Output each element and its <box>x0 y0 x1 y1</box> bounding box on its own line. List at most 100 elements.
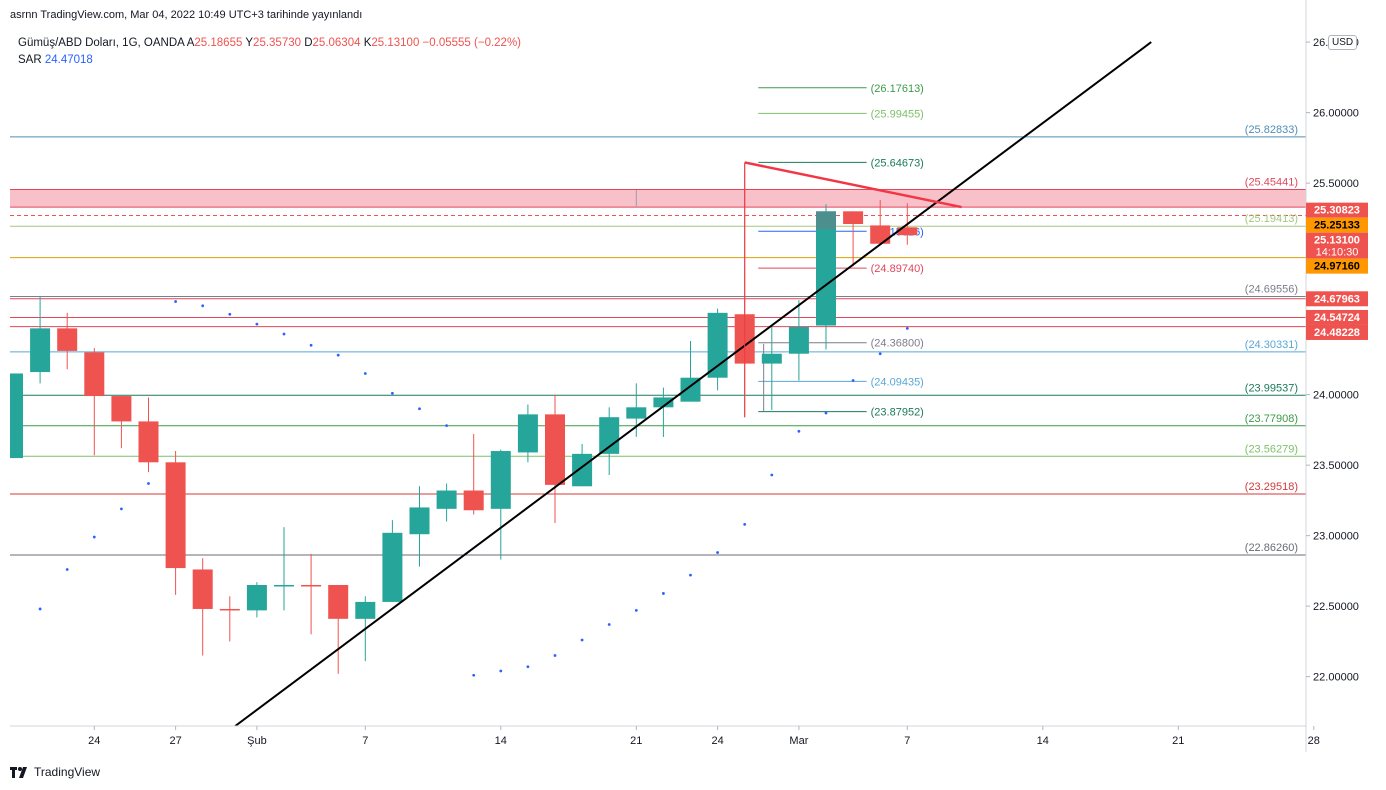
sar-dot <box>743 522 747 526</box>
support-trendline <box>234 41 1152 726</box>
candle-up <box>653 397 674 408</box>
low-value: 25.06304 <box>312 37 361 49</box>
sar-dot <box>174 300 178 303</box>
projection-level-label: (25.99455) <box>871 108 924 120</box>
price-axis-countdown: 14:10:30 <box>1316 247 1359 259</box>
y-tick-label: 22.00000 <box>1313 672 1359 684</box>
sar-dot <box>553 654 557 657</box>
sar-dot <box>363 372 367 375</box>
sar-dot <box>499 669 503 673</box>
horizontal-level-label: (25.45441) <box>1245 177 1298 189</box>
sar-row: SAR 24.47018 <box>18 52 521 69</box>
candle-down <box>192 569 213 609</box>
projection-level-label: (24.09435) <box>871 376 924 388</box>
candle-up <box>30 328 51 373</box>
sar-dot <box>309 343 313 347</box>
sar-dot <box>797 429 801 433</box>
y-tick-label: 22.50000 <box>1313 601 1359 613</box>
candle-up <box>10 373 23 459</box>
price-axis-label-box <box>1306 217 1368 233</box>
candle-down <box>328 584 349 619</box>
candle-down <box>870 225 891 244</box>
sar-dot <box>418 407 421 411</box>
candle-up <box>436 490 457 509</box>
horizontal-level-label: (23.29518) <box>1245 481 1298 493</box>
x-tick-label: 21 <box>630 735 642 747</box>
sar-dot <box>580 638 584 642</box>
candle-up <box>680 377 701 402</box>
candle-down <box>84 352 105 397</box>
sar-dot <box>391 391 394 395</box>
close-label: K <box>363 37 372 49</box>
candle-down <box>301 584 322 587</box>
horizontal-level-label: (24.30331) <box>1245 339 1298 351</box>
y-tick-label: 24.00000 <box>1313 390 1359 402</box>
sar-dot <box>445 424 448 428</box>
x-tick-label: 7 <box>362 735 368 747</box>
resistance-trendline <box>744 161 962 209</box>
sar-dot <box>147 482 150 485</box>
horizontal-level-label: (25.82833) <box>1245 124 1298 136</box>
candle-up <box>382 532 403 602</box>
open-value: 25.18655 <box>194 37 243 49</box>
candle-up <box>626 407 647 419</box>
y-tick-label: 23.00000 <box>1313 531 1359 543</box>
candle-down <box>897 227 918 236</box>
candle-down <box>138 421 159 463</box>
tradingview-logo-icon <box>10 767 27 778</box>
sar-dot <box>65 568 69 571</box>
close-value: 25.13100 <box>371 37 420 49</box>
projection-level-label: (24.36800) <box>871 338 924 350</box>
footer-brand[interactable]: TradingView <box>10 765 100 779</box>
change-value: −0.05555 (−0.22%) <box>422 37 522 49</box>
sar-value: 24.47018 <box>44 54 93 66</box>
sar-dot <box>905 326 909 330</box>
candle-up <box>572 453 593 487</box>
sar-dot <box>824 411 828 415</box>
sar-dot <box>526 665 530 669</box>
price-axis-label: 25.13100 <box>1314 235 1360 247</box>
symbol-name[interactable]: Gümüş/ABD Doları, 1G, OANDA <box>18 37 185 49</box>
x-tick-label: 24 <box>88 735 100 747</box>
candle-up <box>816 211 836 326</box>
projection-level-label: (26.17613) <box>871 83 924 95</box>
candle-up <box>355 601 376 619</box>
projection-level-label: (25.64673) <box>871 157 924 169</box>
low-label: D <box>304 37 313 49</box>
sar-dot <box>634 608 638 612</box>
price-axis-label-box <box>1306 309 1368 325</box>
projection-level-label: (23.87952) <box>871 407 924 419</box>
candle-down <box>57 328 78 351</box>
sar-dot <box>336 353 340 357</box>
sar-dot <box>716 551 719 554</box>
horizontal-level-label: (23.56279) <box>1245 443 1298 455</box>
price-axis-label: 24.97160 <box>1314 261 1360 273</box>
sar-dot <box>255 322 259 326</box>
sar-label[interactable]: SAR <box>18 54 42 66</box>
sar-dot <box>472 673 476 677</box>
price-axis-label: 24.67963 <box>1314 293 1360 305</box>
candle-up <box>517 414 538 453</box>
price-axis-label: 24.54724 <box>1314 312 1361 324</box>
high-value: 25.35730 <box>253 37 302 49</box>
sar-dot <box>120 507 123 511</box>
publish-header: asrnn TradingView.com, Mar 04, 2022 10:4… <box>10 9 363 21</box>
candle-up <box>409 507 430 535</box>
candle-up <box>788 326 809 354</box>
candle-up <box>274 584 294 587</box>
horizontal-level-label: (25.19413) <box>1245 213 1298 225</box>
sar-dot <box>878 352 882 356</box>
horizontal-level-label: (23.99537) <box>1245 382 1298 394</box>
sar-dot <box>201 304 205 308</box>
sar-dot <box>282 332 286 336</box>
price-axis-label-box <box>1306 291 1368 307</box>
price-axis-label-box <box>1306 258 1368 274</box>
horizontal-level-label: (23.77908) <box>1245 413 1298 425</box>
horizontal-level-label: (24.69556) <box>1245 284 1298 296</box>
currency-badge[interactable]: USD <box>1328 35 1358 50</box>
open-label: A <box>186 37 195 49</box>
x-tick-label: 24 <box>711 735 723 747</box>
sar-dot <box>38 607 42 611</box>
price-axis-label: 25.30823 <box>1314 205 1360 217</box>
